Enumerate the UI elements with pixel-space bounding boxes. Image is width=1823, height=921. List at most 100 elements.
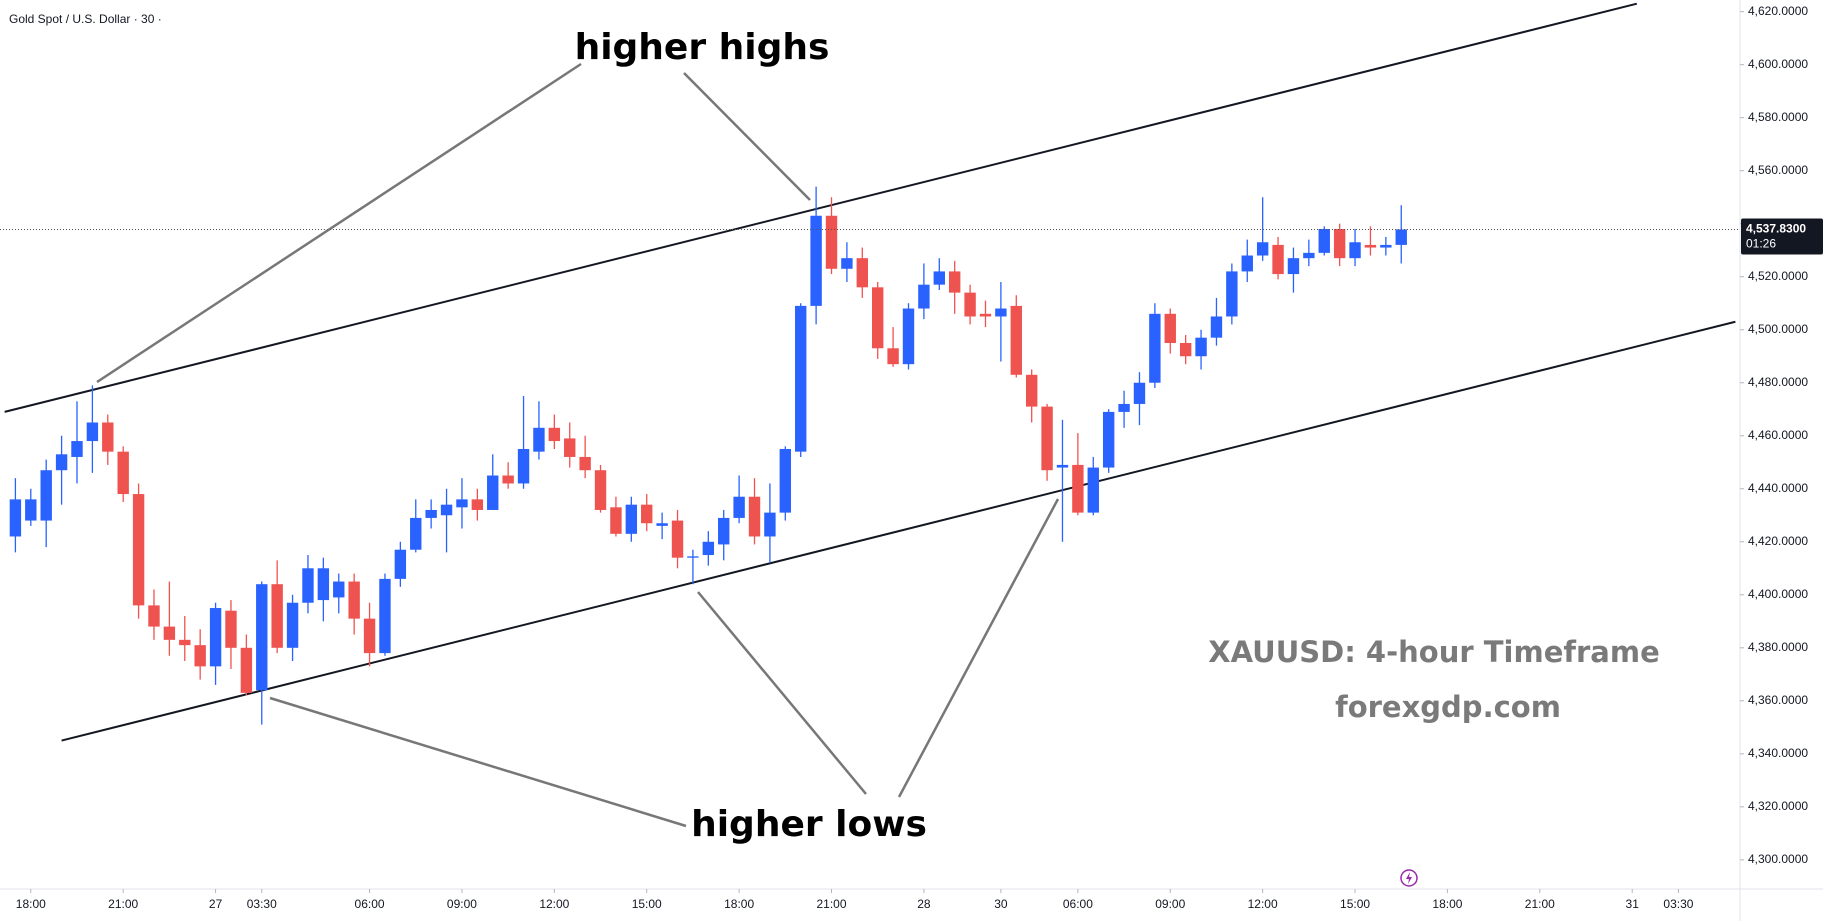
alert-icon[interactable] [1400,869,1418,887]
x-tick-label: 09:00 [1155,897,1185,911]
x-tick-label: 21:00 [108,897,138,911]
annotation: higher highs [575,27,830,68]
y-tick-label: 4,360.0000 [1748,693,1808,707]
arrow [697,591,867,795]
x-tick-label: 18:00 [724,897,754,911]
x-tick-label: 31 [1626,897,1640,911]
candle-body [1087,467,1099,513]
candle-body [410,517,422,550]
arrow [96,62,582,384]
candle-body [240,647,253,693]
x-tick-label: 09:00 [447,897,477,911]
candle-body [825,215,838,269]
x-tick-label: 15:00 [1340,897,1370,911]
candle-body [132,494,145,606]
y-tick-label: 4,500.0000 [1748,322,1808,336]
candle-body [286,602,299,648]
x-tick-label: 03:30 [1663,897,1693,911]
candle-body [1133,382,1146,404]
candle-body [1364,244,1377,248]
candle-body [333,581,345,598]
candle-body [1333,229,1346,259]
icon-bolt [1406,872,1412,884]
candle-body [1349,242,1361,259]
candle-body [533,427,545,452]
candle-body [456,499,468,508]
candle-body [856,258,868,288]
candle-body [163,626,176,640]
candle-body [610,507,622,534]
candle-body [733,496,745,518]
y-tick-label: 4,420.0000 [1748,534,1808,548]
candle-body [148,605,160,627]
candle-body [1395,229,1407,245]
x-tick-label: 30 [994,897,1008,911]
y-tick-label: 4,560.0000 [1748,163,1808,177]
candle-body [764,512,776,537]
candle-body [55,454,68,471]
candle-body [71,441,83,457]
arrow [269,696,687,828]
candle-body [225,610,237,648]
x-tick-label: 12:00 [539,897,569,911]
candle-body [887,348,899,365]
candle-body [1380,244,1392,248]
x-tick-label: 06:00 [355,897,385,911]
x-tick-label: 27 [209,897,223,911]
candle-body [117,451,129,495]
x-tick-label: 12:00 [1248,897,1278,911]
candle-body [1226,271,1238,317]
candle-body [1179,342,1192,357]
candle-body [948,271,961,293]
candle-body [86,422,99,442]
candle-body [102,422,114,452]
watermark: XAUUSD: 4-hour Timeframe [1208,635,1659,669]
candle-body [841,258,853,269]
candle-body [1287,258,1300,275]
candle-body [1025,374,1038,407]
trendline [4,2,1638,413]
candle-body [1318,229,1330,253]
candle-body [471,499,484,510]
candle-body [687,556,699,558]
candle-body [1072,464,1084,513]
arrow [683,72,811,201]
icon-ring [1400,869,1418,887]
candle-body [302,568,314,603]
candle-body [779,449,792,513]
y-tick-label: 4,400.0000 [1748,587,1808,601]
trendline [61,320,1736,742]
candle-body [517,449,530,484]
candle-body [979,313,992,317]
x-tick-label: 15:00 [632,897,662,911]
y-tick-label: 4,340.0000 [1748,746,1808,760]
candle-body [1149,313,1161,383]
arrows [96,62,1060,828]
x-tick-label: 21:00 [1525,897,1555,911]
candle-body [256,584,268,691]
candle-body [702,541,715,556]
chart-title: Gold Spot / U.S. Dollar · 30 · [9,12,162,26]
candle-body [9,499,22,537]
candle-body [625,504,638,534]
candle-body [363,618,376,654]
candle-body [348,581,360,619]
candle-body [579,456,591,471]
candle-body [671,520,684,558]
candle-body [209,608,222,667]
candle-body [1118,403,1130,412]
y-tick-label: 4,580.0000 [1748,110,1808,124]
candle-body [1056,464,1069,468]
candle-body [1010,305,1022,375]
x-tick-label: 03:30 [247,897,277,911]
countdown: 01:26 [1746,237,1776,251]
y-tick-label: 4,380.0000 [1748,640,1808,654]
watermark: forexgdp.com [1335,690,1561,724]
plot [4,2,1736,742]
candle-body [317,568,330,601]
candle-body [995,308,1007,317]
y-tick-label: 4,620.0000 [1748,4,1808,18]
candle-body [795,305,807,452]
y-tick-label: 4,300.0000 [1748,852,1808,866]
